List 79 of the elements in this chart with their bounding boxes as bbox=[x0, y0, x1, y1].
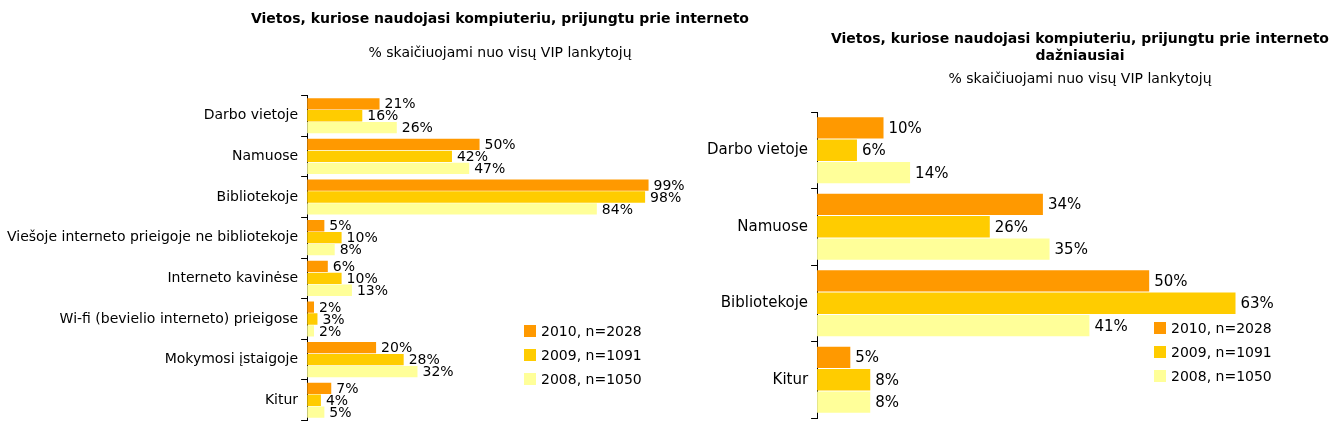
bar bbox=[307, 284, 352, 296]
data-label: 50% bbox=[1154, 271, 1188, 290]
bar bbox=[817, 139, 857, 161]
bar bbox=[307, 301, 315, 313]
y-tick-label: Namuose bbox=[737, 216, 809, 235]
chart-title: Vietos, kuriose naudojasi kompiuteriu, prijungtu prie interneto bbox=[250, 10, 750, 27]
legend-label: 2008, n=1050 bbox=[541, 370, 642, 387]
bar bbox=[817, 162, 911, 184]
data-label: 16% bbox=[367, 107, 399, 124]
data-label: 84% bbox=[601, 200, 633, 217]
bar bbox=[817, 391, 871, 413]
y-tick-label: Viešoje interneto prieigoje ne bibliotekoje bbox=[6, 228, 299, 245]
legend-label: 2009, n=1091 bbox=[541, 346, 642, 363]
data-label: 14% bbox=[915, 163, 949, 182]
bar bbox=[307, 138, 480, 151]
data-label: 63% bbox=[1240, 294, 1274, 313]
legend-label: 2010, n=2028 bbox=[1171, 320, 1272, 336]
bar bbox=[307, 98, 380, 110]
bar bbox=[817, 117, 884, 139]
data-label: 2% bbox=[319, 298, 342, 315]
bar bbox=[307, 179, 649, 191]
bar bbox=[307, 365, 418, 378]
data-label: 26% bbox=[994, 217, 1029, 236]
data-label: 5% bbox=[855, 348, 880, 367]
y-tick-label: Kitur bbox=[772, 369, 809, 388]
bar bbox=[307, 353, 404, 366]
bar bbox=[817, 270, 1150, 292]
bar bbox=[307, 325, 315, 337]
bar bbox=[817, 292, 1236, 314]
bar bbox=[307, 203, 597, 215]
chart-title: Vietos, kuriose naudojasi kompiuteriu, prijungtu prie interneto dažniausiai bbox=[830, 30, 1330, 64]
data-label: 6% bbox=[861, 141, 886, 160]
bar bbox=[307, 232, 342, 244]
bar bbox=[307, 382, 332, 395]
y-tick-label: Wi-fi (bevielio interneto) prieigose bbox=[59, 309, 299, 326]
bar bbox=[307, 260, 328, 273]
y-tick-label: Kitur bbox=[264, 390, 299, 407]
legend-label: 2010, n=2028 bbox=[541, 322, 642, 339]
bar bbox=[817, 216, 990, 238]
y-tick-label: Bibliotekoje bbox=[216, 187, 299, 204]
data-label: 8% bbox=[339, 241, 362, 258]
y-tick-label: Namuose bbox=[232, 147, 299, 164]
data-label: 26% bbox=[401, 119, 433, 136]
bar bbox=[307, 162, 470, 174]
data-label: 99% bbox=[653, 176, 685, 193]
bar bbox=[307, 342, 377, 354]
legend-label: 2008, n=1050 bbox=[1171, 368, 1272, 384]
data-label: 35% bbox=[1054, 240, 1088, 259]
bar bbox=[307, 272, 342, 284]
data-label: 7% bbox=[336, 379, 359, 396]
bar bbox=[307, 110, 363, 122]
y-tick-label: Darbo vietoje bbox=[706, 140, 809, 159]
data-label: 41% bbox=[1094, 316, 1128, 335]
data-label: 50% bbox=[484, 136, 516, 153]
data-label: 10% bbox=[888, 118, 922, 137]
bar bbox=[307, 121, 397, 134]
y-tick-label: Darbo vietoje bbox=[203, 106, 299, 123]
bar bbox=[307, 220, 325, 232]
bar bbox=[817, 193, 1043, 215]
bar bbox=[307, 191, 646, 203]
y-tick-label: Interneto kavinėse bbox=[167, 268, 299, 285]
bar bbox=[817, 346, 851, 368]
bar bbox=[817, 369, 871, 391]
bar bbox=[307, 394, 321, 406]
data-label: 8% bbox=[875, 370, 900, 389]
data-label: 34% bbox=[1047, 195, 1082, 214]
chart-subtitle: % skaičiuojami nuo visų VIP lankytojų bbox=[947, 70, 1213, 86]
bar bbox=[307, 406, 325, 418]
bar bbox=[307, 243, 335, 256]
chart-subtitle: % skaičiuojami nuo visų VIP lankytojų bbox=[367, 44, 633, 60]
data-label: 8% bbox=[875, 393, 900, 412]
y-tick-label: Bibliotekoje bbox=[720, 293, 809, 312]
bar bbox=[817, 315, 1090, 337]
bar bbox=[307, 150, 452, 163]
bar bbox=[817, 238, 1050, 260]
legend-label: 2009, n=1091 bbox=[1171, 344, 1272, 360]
y-tick-label: Mokymosi įstaigoje bbox=[164, 350, 299, 367]
bar bbox=[307, 313, 318, 325]
data-label: 32% bbox=[422, 363, 454, 380]
